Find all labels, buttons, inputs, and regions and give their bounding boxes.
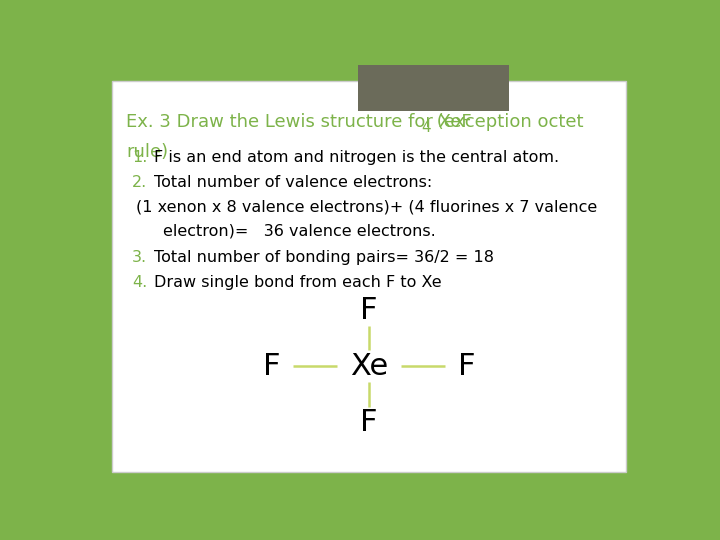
- Text: F: F: [263, 352, 280, 381]
- Text: Total number of bonding pairs= 36/2 = 18: Total number of bonding pairs= 36/2 = 18: [154, 250, 494, 265]
- Text: Draw single bond from each F to Xe: Draw single bond from each F to Xe: [154, 275, 442, 290]
- FancyBboxPatch shape: [112, 82, 626, 472]
- Text: 3.: 3.: [132, 250, 147, 265]
- Text: F: F: [360, 408, 378, 437]
- FancyBboxPatch shape: [358, 57, 508, 111]
- Text: Ex. 3 Draw the Lewis structure for XeF: Ex. 3 Draw the Lewis structure for XeF: [126, 113, 472, 131]
- Text: (1 xenon x 8 valence electrons)+ (4 fluorines x 7 valence: (1 xenon x 8 valence electrons)+ (4 fluo…: [136, 199, 597, 214]
- Text: F is an end atom and nitrogen is the central atom.: F is an end atom and nitrogen is the cen…: [154, 150, 559, 165]
- Text: F: F: [458, 352, 475, 381]
- Text: 4: 4: [421, 120, 431, 135]
- Text: 2.: 2.: [132, 175, 147, 190]
- Text: electron)=   36 valence electrons.: electron)= 36 valence electrons.: [163, 224, 436, 239]
- Text: 4.: 4.: [132, 275, 147, 290]
- Text: F: F: [360, 295, 378, 325]
- Text: Total number of valence electrons:: Total number of valence electrons:: [154, 175, 433, 190]
- Text: (exception octet: (exception octet: [431, 113, 584, 131]
- Text: Xe: Xe: [350, 352, 388, 381]
- Text: 1.: 1.: [132, 150, 147, 165]
- Text: rule): rule): [126, 143, 168, 160]
